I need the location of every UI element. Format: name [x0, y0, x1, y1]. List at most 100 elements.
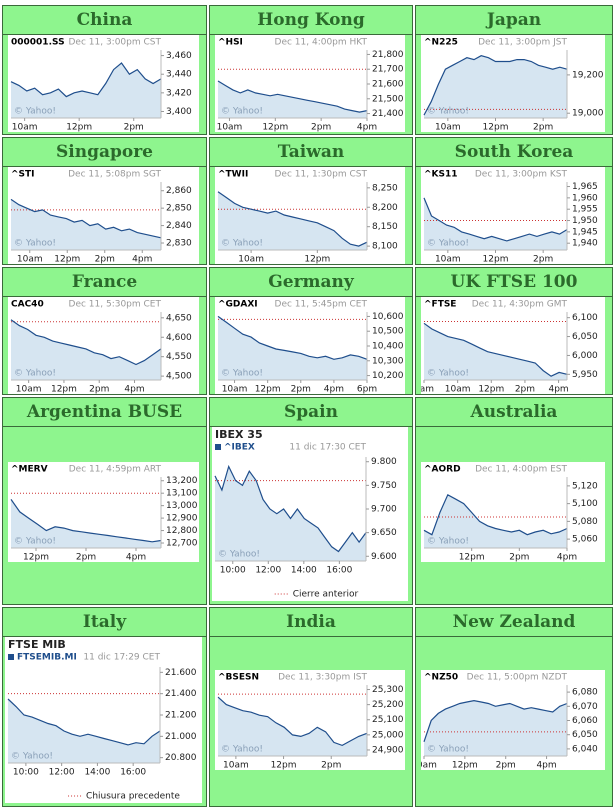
price-line — [423, 493, 568, 536]
y-tick-label: 1,940 — [572, 239, 598, 249]
timestamp: 11 dic 17:30 CET — [289, 443, 366, 453]
panel-title: Australia — [416, 398, 612, 427]
watermark: © Yahoo! — [427, 745, 469, 755]
watermark: © Yahoo! — [221, 745, 263, 755]
x-tick-label: 4pm — [536, 761, 556, 771]
panel: Argentina BUSE ^MERV Dec 11, 4:59pm ART 12,… — [2, 397, 207, 605]
x-tick-label: 12pm — [66, 123, 92, 133]
area — [424, 700, 567, 756]
x-tick-label: 8am — [421, 385, 434, 395]
x-tick-label: 10am — [435, 123, 461, 133]
timestamp: Dec 11, 3:30pm IST — [278, 673, 367, 683]
y-tick-label: 10,400 — [372, 342, 404, 352]
y-tick-label: 6,040 — [572, 744, 598, 754]
y-tick-label: 8,150 — [372, 222, 398, 232]
x-tick-label: 12pm — [262, 123, 288, 133]
y-tick-label: 10,200 — [372, 371, 404, 381]
panel: New Zealand ^NZ50 Dec 11, 5:00pm NZDT 6,040… — [415, 607, 613, 807]
watermark: © Yahoo! — [427, 239, 469, 249]
area — [11, 499, 161, 548]
x-tick-label: 2pm — [533, 123, 553, 133]
x-tick-label: 16:00 — [326, 566, 352, 576]
x-tick-label: 4pm — [132, 255, 152, 265]
y-tick-label: 12,800 — [166, 526, 198, 536]
x-tick-label: 10am — [223, 761, 249, 771]
symbol: ^FTSE — [424, 300, 456, 310]
y-tick-label: 1,945 — [572, 227, 598, 237]
watermark: © Yahoo! — [14, 369, 56, 379]
x-tick-label: 12:00 — [49, 768, 75, 778]
y-tick-label: 21.200 — [165, 711, 197, 721]
panel: Hong Kong ^HSI Dec 11, 4:00pm HKT 21,400 21,… — [209, 5, 413, 135]
y-tick-label: 12,900 — [166, 514, 198, 524]
timestamp: Dec 11, 5:00pm NZDT — [467, 673, 568, 683]
chart-title: FTSE MIB — [8, 638, 66, 651]
symbol: ^HSI — [218, 38, 243, 48]
x-tick-label: 14:00 — [291, 566, 317, 576]
panel: Japan ^N225 Dec 11, 3:00pm JST 19,000 19,200… — [415, 5, 613, 135]
y-tick-label: 19,200 — [572, 70, 604, 80]
y-tick-label: 6,080 — [572, 688, 598, 698]
symbol: ^AORD — [424, 465, 461, 475]
y-tick-label: 1,960 — [572, 193, 598, 203]
x-tick-label: 12pm — [304, 255, 330, 265]
y-tick-label: 4,650 — [166, 313, 192, 323]
panel: Singapore ^STI Dec 11, 5:08pm SGT 2,830 2,84… — [2, 137, 207, 265]
y-tick-label: 21.600 — [165, 668, 197, 678]
y-tick-label: 21.400 — [165, 689, 197, 699]
x-tick-label: 10am — [238, 255, 264, 265]
price-line — [217, 696, 368, 747]
x-tick-label: 12pm — [51, 385, 77, 395]
timestamp: Dec 11, 5:45pm CET — [275, 300, 368, 310]
y-tick-label: 2,850 — [166, 204, 192, 214]
x-tick-label: 4pm — [357, 123, 377, 133]
symbol: ^TWII — [218, 170, 248, 180]
y-tick-label: 13,000 — [166, 501, 198, 511]
price-line — [10, 62, 162, 98]
y-tick-label: 13,200 — [166, 476, 198, 486]
price-line — [423, 197, 568, 242]
y-tick-label: 4,500 — [166, 372, 192, 382]
x-tick-label: 10:00 — [220, 566, 246, 576]
timestamp: Dec 11, 3:00pm JST — [478, 38, 567, 48]
y-tick-label: 24,900 — [372, 745, 404, 755]
area — [218, 81, 367, 118]
price-line — [10, 319, 162, 366]
x-tick-label: 2pm — [95, 255, 115, 265]
symbol-icon — [8, 654, 14, 660]
legend-label: Cierre anterior — [293, 590, 359, 600]
symbol: ^IBEX — [224, 443, 255, 453]
panel-title: France — [3, 268, 206, 297]
y-tick-label: 9.750 — [371, 481, 397, 491]
watermark: © Yahoo! — [427, 107, 469, 117]
y-tick-label: 5,080 — [572, 517, 598, 527]
x-tick-label: 4pm — [557, 553, 577, 563]
y-tick-label: 25,000 — [372, 730, 404, 740]
panel: UK FTSE 100 ^FTSE Dec 11, 4:30pm GMT 5,950 6… — [415, 267, 613, 395]
chart: ^FTSE Dec 11, 4:30pm GMT 5,950 6,000 6,050 6,… — [421, 297, 605, 394]
panel: India ^BSESN Dec 11, 3:30pm IST 24,900 25,00… — [209, 607, 413, 807]
x-tick-label: 6pm — [357, 385, 377, 395]
x-tick-label: 4pm — [324, 385, 344, 395]
y-tick-label: 3,420 — [166, 88, 192, 98]
watermark: © Yahoo! — [14, 239, 56, 249]
panel-title: New Zealand — [416, 608, 612, 637]
price-line — [217, 191, 368, 247]
y-tick-label: 4,550 — [166, 352, 192, 362]
price-line — [7, 698, 161, 746]
area — [218, 316, 367, 380]
x-tick-label: 10:00 — [13, 768, 39, 778]
y-tick-label: 21.000 — [165, 732, 197, 742]
x-tick-label: 14:00 — [84, 768, 110, 778]
price-line — [423, 55, 568, 116]
watermark: © Yahoo! — [14, 537, 56, 547]
panel-title: Spain — [210, 398, 412, 427]
y-tick-label: 8,100 — [372, 242, 398, 252]
x-tick-label: 16:00 — [120, 768, 146, 778]
panel: Italy FTSE MIB FTSEMIB.MI 11 dic 17:29 CET 2… — [2, 607, 207, 807]
y-tick-label: 5,950 — [572, 370, 598, 380]
y-tick-label: 25,300 — [372, 685, 404, 695]
y-tick-label: 21,800 — [372, 50, 404, 60]
price-line — [217, 315, 368, 360]
panel-title: Argentina BUSE — [3, 398, 206, 427]
